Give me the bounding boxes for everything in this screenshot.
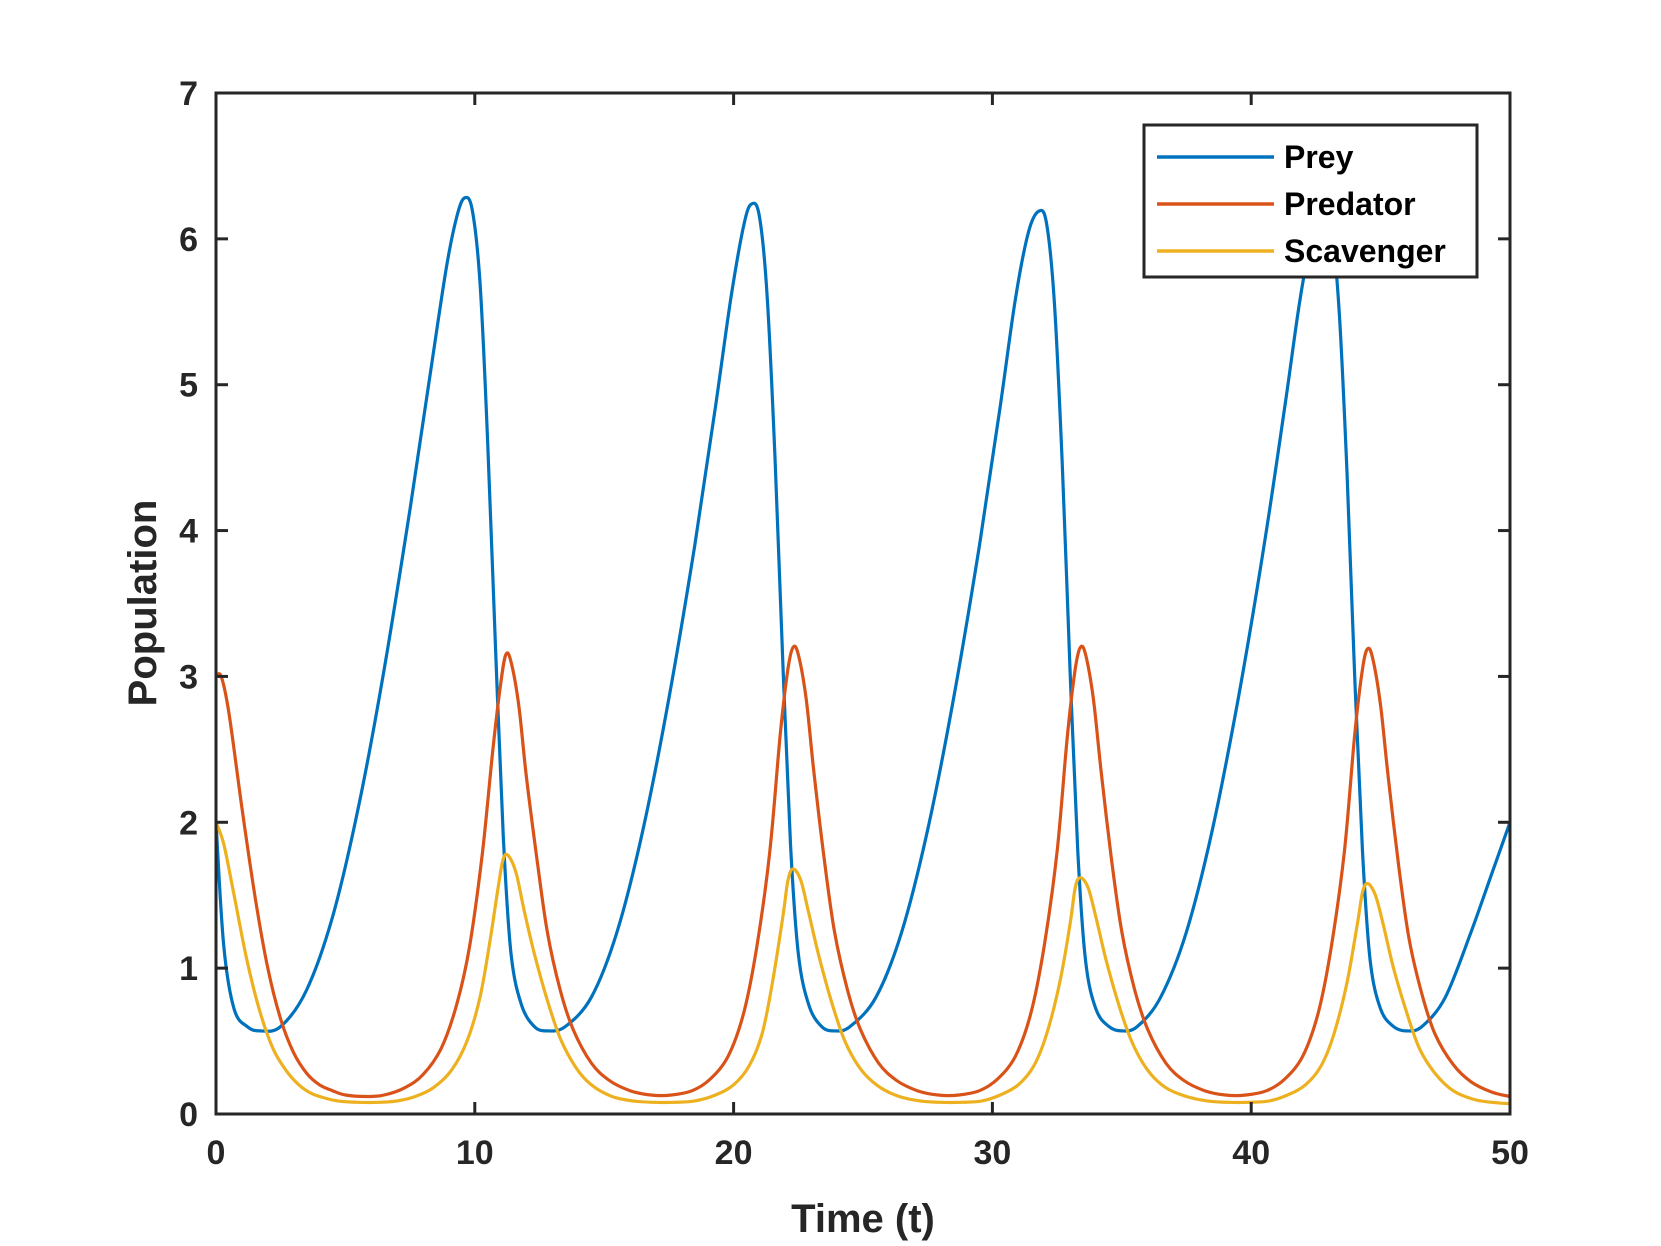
x-tick-label: 10 — [456, 1134, 494, 1172]
tick-layer: 0 10 20 30 40 50 0 1 2 3 4 5 6 7 — [179, 75, 1529, 1172]
x-tick-label: 30 — [973, 1134, 1011, 1172]
y-tick-label: 4 — [179, 513, 198, 551]
legend-label-scavenger: Scavenger — [1284, 233, 1446, 269]
legend-label-prey: Prey — [1284, 139, 1354, 175]
y-axis-label: Population — [121, 500, 165, 707]
series-line-scavenger — [214, 821, 1511, 1106]
y-tick-label: 3 — [179, 658, 198, 696]
y-tick-label: 5 — [179, 367, 198, 405]
y-tick-label: 1 — [179, 950, 198, 988]
x-axis-label: Time (t) — [791, 1197, 935, 1241]
x-tick-label: 50 — [1491, 1134, 1529, 1172]
series-line-predator — [215, 644, 1511, 1099]
x-tick-label: 20 — [715, 1134, 753, 1172]
x-tick-label: 40 — [1232, 1134, 1270, 1172]
x-tick-label: 0 — [207, 1134, 226, 1172]
y-tick-label: 0 — [179, 1096, 198, 1134]
y-tick-label: 7 — [179, 75, 198, 113]
legend-items: Prey Predator Scavenger — [1157, 139, 1446, 269]
axes-box — [214, 91, 1512, 1116]
legend-label-predator: Predator — [1284, 186, 1416, 222]
y-tick-label: 6 — [179, 221, 198, 259]
legend: Prey Predator Scavenger — [1142, 123, 1479, 279]
y-tick-label: 2 — [179, 804, 198, 842]
